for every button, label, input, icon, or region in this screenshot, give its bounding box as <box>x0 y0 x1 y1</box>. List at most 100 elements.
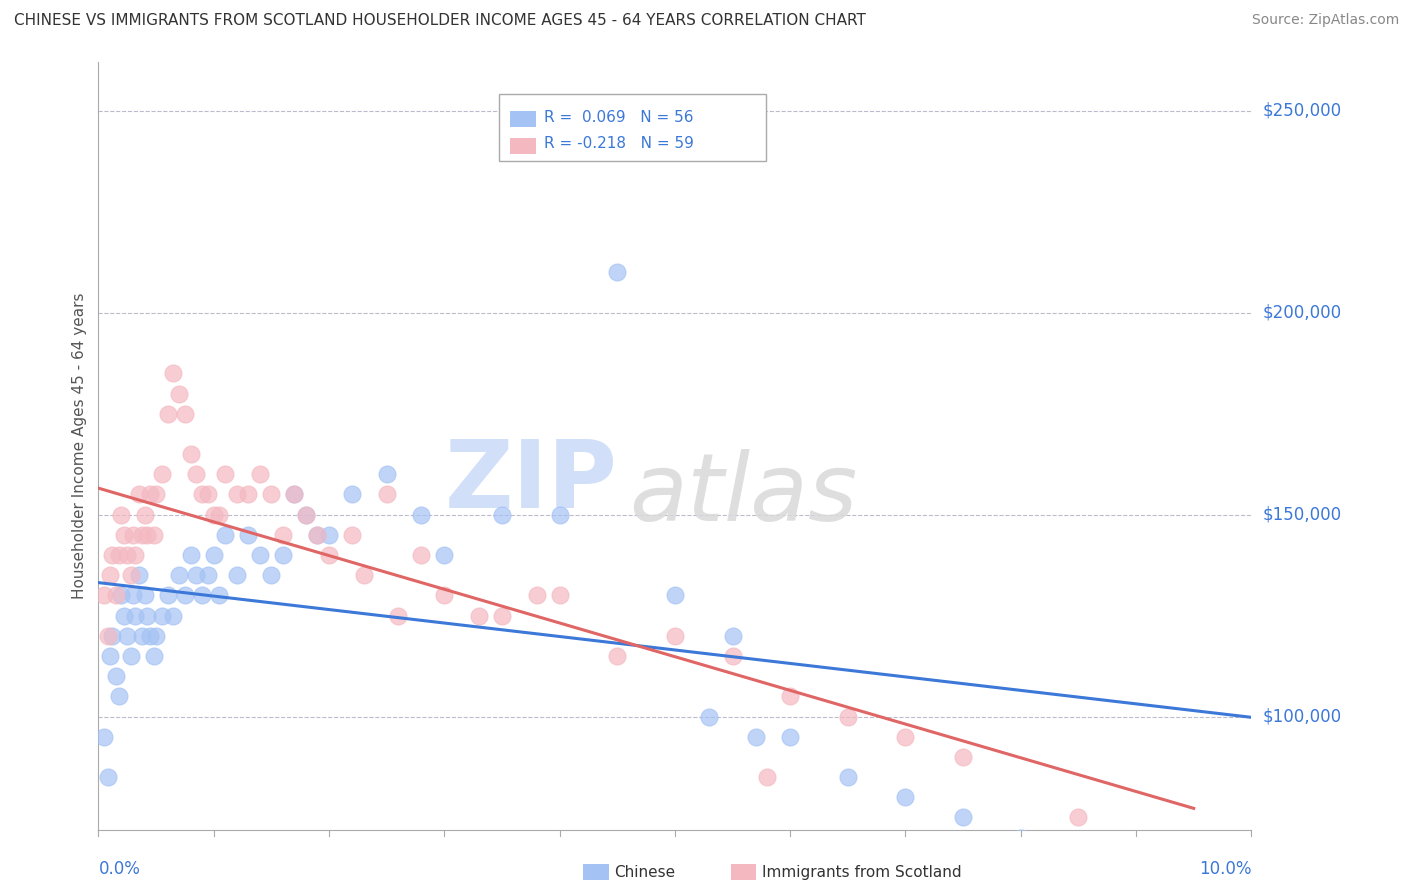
Text: R = -0.218   N = 59: R = -0.218 N = 59 <box>544 136 695 152</box>
Point <box>180 548 202 562</box>
Text: Immigrants from Scotland: Immigrants from Scotland <box>762 865 962 880</box>
Point <box>375 467 398 482</box>
Text: 0.0%: 0.0% <box>98 860 141 878</box>
Point <box>340 487 363 501</box>
Point <box>197 568 219 582</box>
Point <box>110 508 132 522</box>
Point <box>1010 830 1032 845</box>
Point <box>225 487 247 501</box>
Point <box>491 608 513 623</box>
Point <box>101 548 124 562</box>
Text: $250,000: $250,000 <box>1263 102 1341 120</box>
Point <box>134 508 156 522</box>
Point <box>142 528 165 542</box>
Point <box>699 709 721 723</box>
Point <box>150 608 173 623</box>
Point <box>387 608 409 623</box>
Point <box>664 588 686 602</box>
Point <box>117 629 139 643</box>
Point <box>307 528 329 542</box>
Point <box>260 568 283 582</box>
Point <box>167 568 190 582</box>
Point <box>124 548 146 562</box>
Point <box>191 487 214 501</box>
Point <box>142 648 165 663</box>
Text: $150,000: $150,000 <box>1263 506 1341 524</box>
Point <box>104 588 127 602</box>
Point <box>744 730 766 744</box>
Point <box>139 629 162 643</box>
Point <box>131 528 153 542</box>
Point <box>318 548 340 562</box>
Point <box>271 548 294 562</box>
Point <box>162 608 184 623</box>
Point <box>186 467 208 482</box>
Point <box>135 608 157 623</box>
Point <box>238 487 260 501</box>
Point <box>93 588 115 602</box>
Point <box>145 487 167 501</box>
Point <box>340 528 363 542</box>
Point <box>375 487 398 501</box>
Point <box>721 648 744 663</box>
Point <box>180 447 202 461</box>
Point <box>117 548 139 562</box>
Point <box>112 608 135 623</box>
Point <box>98 648 121 663</box>
Point <box>756 770 779 784</box>
Point <box>197 487 219 501</box>
Point <box>295 508 318 522</box>
Text: Chinese: Chinese <box>614 865 675 880</box>
Point <box>135 528 157 542</box>
Point <box>411 548 433 562</box>
Point <box>124 608 146 623</box>
Point <box>122 588 145 602</box>
Point <box>283 487 305 501</box>
Point <box>145 629 167 643</box>
Point <box>122 528 145 542</box>
Point <box>249 548 271 562</box>
Point <box>97 629 120 643</box>
Point <box>548 588 571 602</box>
Point <box>128 568 150 582</box>
Point <box>174 407 197 421</box>
Text: $200,000: $200,000 <box>1263 304 1341 322</box>
Point <box>779 730 801 744</box>
Point <box>120 648 142 663</box>
Point <box>202 548 225 562</box>
Point <box>156 407 179 421</box>
Point <box>952 810 974 824</box>
Point <box>779 690 801 704</box>
Point <box>318 528 340 542</box>
Text: CHINESE VS IMMIGRANTS FROM SCOTLAND HOUSEHOLDER INCOME AGES 45 - 64 YEARS CORREL: CHINESE VS IMMIGRANTS FROM SCOTLAND HOUS… <box>14 13 866 29</box>
Point <box>411 508 433 522</box>
Point <box>112 528 135 542</box>
Point <box>664 629 686 643</box>
Point <box>110 588 132 602</box>
Point <box>202 508 225 522</box>
Point <box>208 508 231 522</box>
Point <box>104 669 127 683</box>
Point <box>307 528 329 542</box>
Point <box>162 367 184 381</box>
Point <box>101 629 124 643</box>
Point <box>606 265 628 279</box>
Point <box>260 487 283 501</box>
Point <box>98 568 121 582</box>
Text: R =  0.069   N = 56: R = 0.069 N = 56 <box>544 110 693 125</box>
Point <box>894 730 917 744</box>
Point <box>128 487 150 501</box>
Point <box>433 548 456 562</box>
Text: $100,000: $100,000 <box>1263 707 1341 725</box>
Point <box>208 588 231 602</box>
Y-axis label: Householder Income Ages 45 - 64 years: Householder Income Ages 45 - 64 years <box>72 293 87 599</box>
Point <box>894 790 917 805</box>
Point <box>526 588 548 602</box>
Point <box>167 386 190 401</box>
Point <box>174 588 197 602</box>
Point <box>548 508 571 522</box>
Point <box>249 467 271 482</box>
Point <box>295 508 318 522</box>
Point <box>214 528 236 542</box>
Point <box>433 588 456 602</box>
